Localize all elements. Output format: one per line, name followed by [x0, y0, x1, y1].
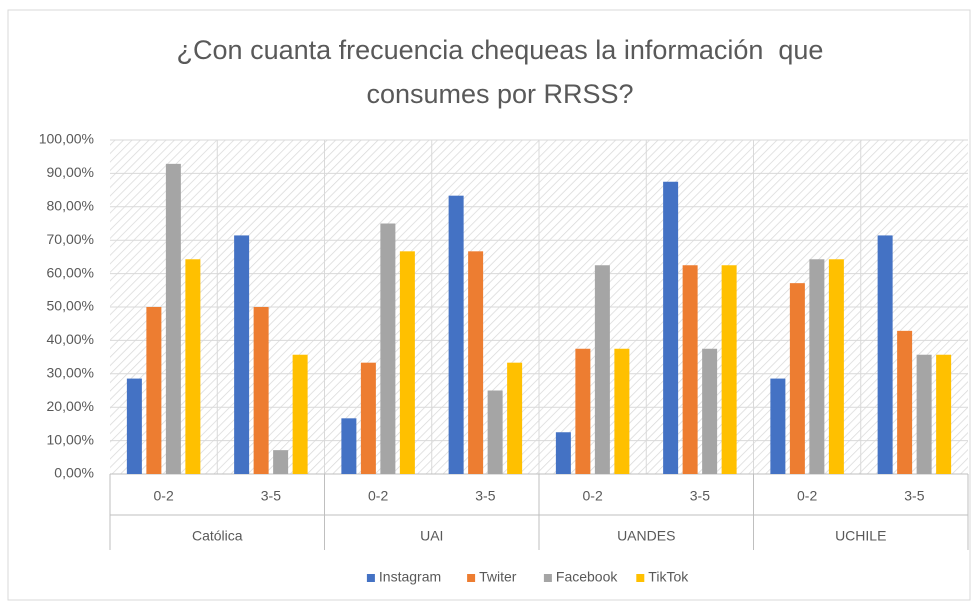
- bar: [770, 378, 786, 474]
- bar: [877, 235, 893, 474]
- y-tick-label: 90,00%: [47, 164, 94, 180]
- group-label: UAI: [420, 528, 443, 544]
- x-tick-label: 0-2: [368, 488, 388, 504]
- legend-label: TikTok: [648, 569, 689, 585]
- group-label: UCHILE: [835, 528, 886, 544]
- bar: [273, 450, 289, 474]
- bar: [721, 265, 737, 474]
- bar: [360, 362, 376, 474]
- bar: [185, 259, 201, 474]
- legend-label: Instagram: [379, 569, 441, 585]
- group-label: Católica: [192, 528, 243, 544]
- bar: [253, 307, 269, 474]
- x-tick-label: 3-5: [475, 488, 495, 504]
- bar: [575, 348, 591, 474]
- y-tick-label: 80,00%: [47, 198, 94, 214]
- bar: [292, 354, 308, 474]
- legend-label: Facebook: [556, 569, 618, 585]
- y-tick-label: 10,00%: [47, 431, 94, 447]
- x-tick-label: 0-2: [797, 488, 817, 504]
- bar: [555, 432, 571, 474]
- x-tick-label: 0-2: [154, 488, 174, 504]
- bar: [487, 390, 503, 474]
- bar: [614, 348, 630, 474]
- bar: [828, 259, 844, 474]
- x-tick-label: 0-2: [583, 488, 603, 504]
- bar: [594, 265, 610, 474]
- y-tick-label: 60,00%: [47, 264, 94, 280]
- x-tick-label: 3-5: [261, 488, 281, 504]
- bar: [126, 378, 142, 474]
- bar: [468, 251, 484, 474]
- bar: [341, 418, 357, 474]
- bar: [682, 265, 698, 474]
- y-tick-label: 40,00%: [47, 331, 94, 347]
- bar: [399, 251, 415, 474]
- bar: [507, 362, 523, 474]
- x-tick-label: 3-5: [904, 488, 924, 504]
- chart-title: consumes por RRSS?: [366, 79, 633, 109]
- bar: [380, 223, 396, 474]
- bar: [702, 348, 718, 474]
- bar: [146, 307, 162, 474]
- bar: [916, 354, 932, 474]
- legend-swatch: [543, 574, 552, 582]
- y-tick-label: 70,00%: [47, 231, 94, 247]
- bar: [165, 163, 181, 474]
- bar: [897, 330, 913, 474]
- bar: [448, 195, 464, 474]
- bar: [234, 235, 250, 474]
- legend-swatch: [467, 574, 476, 582]
- bar: [789, 283, 805, 474]
- bar: [663, 181, 679, 474]
- x-tick-label: 3-5: [690, 488, 710, 504]
- bar: [936, 354, 952, 474]
- legend-swatch: [636, 574, 645, 582]
- y-tick-label: 20,00%: [47, 398, 94, 414]
- chart-title: ¿Con cuanta frecuencia chequeas la infor…: [177, 35, 824, 65]
- group-label: UANDES: [617, 528, 675, 544]
- y-tick-label: 30,00%: [47, 365, 94, 381]
- bar: [809, 259, 825, 474]
- legend-label: Twiter: [479, 569, 517, 585]
- legend-swatch: [366, 574, 375, 582]
- y-tick-label: 50,00%: [47, 298, 94, 314]
- y-tick-label: 0,00%: [54, 465, 94, 481]
- y-tick-label: 100,00%: [39, 131, 94, 147]
